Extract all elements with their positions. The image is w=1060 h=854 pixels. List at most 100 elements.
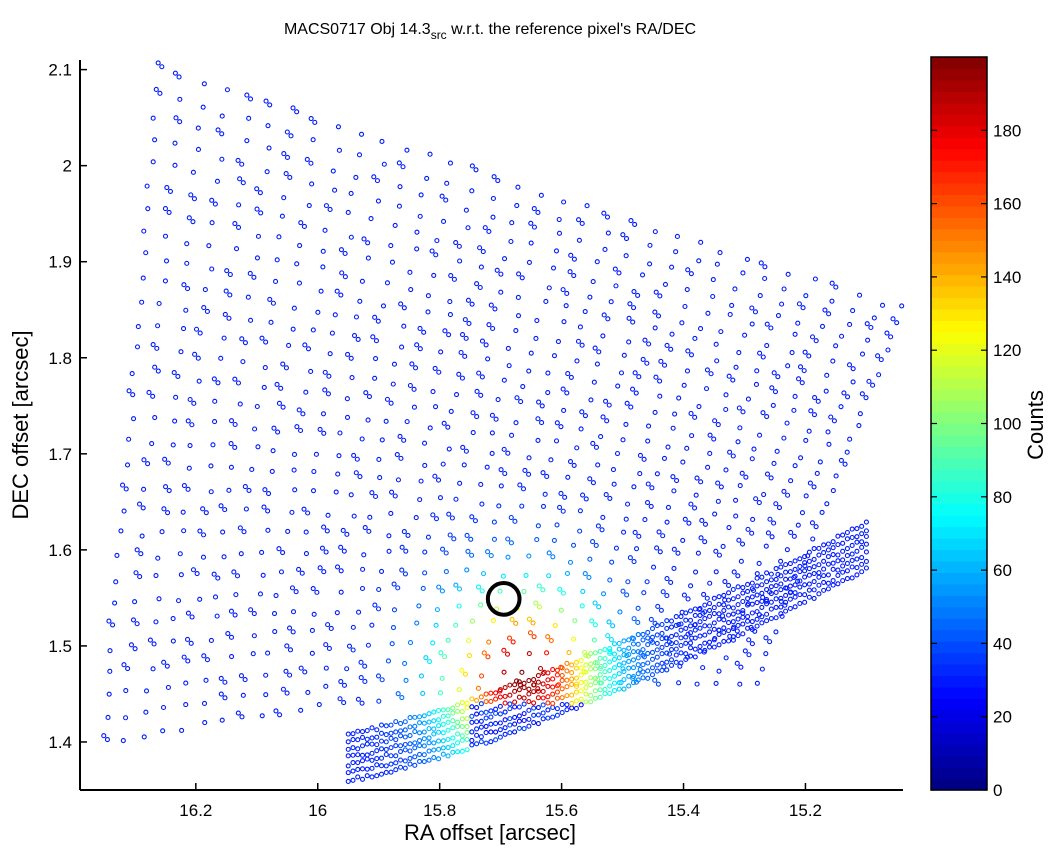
data-point bbox=[464, 747, 470, 753]
data-point bbox=[180, 509, 186, 515]
data-point bbox=[773, 604, 779, 610]
data-point bbox=[745, 396, 751, 402]
data-point bbox=[139, 533, 145, 539]
data-point bbox=[426, 748, 432, 754]
data-point bbox=[265, 650, 271, 656]
data-point bbox=[686, 520, 692, 526]
data-point bbox=[654, 471, 660, 477]
data-point bbox=[457, 258, 463, 264]
data-point bbox=[436, 707, 442, 714]
data-point bbox=[141, 486, 147, 492]
data-point bbox=[516, 687, 522, 693]
data-point bbox=[356, 609, 362, 615]
data-point bbox=[407, 269, 413, 275]
data-point bbox=[474, 705, 480, 711]
data-point bbox=[396, 160, 402, 166]
data-point bbox=[422, 462, 428, 469]
data-point bbox=[439, 193, 445, 199]
data-point bbox=[218, 503, 224, 509]
data-point bbox=[849, 564, 855, 570]
data-point bbox=[201, 532, 207, 538]
data-point bbox=[265, 527, 271, 533]
data-point bbox=[722, 579, 728, 585]
data-point bbox=[436, 717, 442, 723]
title-suffix: w.r.t. the reference pixel's RA/DEC bbox=[447, 21, 696, 38]
data-point bbox=[821, 566, 827, 572]
data-point bbox=[478, 481, 484, 488]
data-point bbox=[603, 492, 609, 498]
data-point bbox=[209, 220, 215, 226]
data-point bbox=[440, 546, 446, 552]
data-point bbox=[735, 622, 741, 629]
data-point bbox=[171, 370, 177, 376]
data-point bbox=[397, 728, 404, 734]
data-point bbox=[364, 736, 370, 742]
data-point bbox=[299, 570, 305, 576]
data-point bbox=[139, 299, 145, 305]
data-point bbox=[178, 349, 184, 355]
data-point bbox=[308, 368, 314, 375]
data-point bbox=[294, 424, 300, 430]
data-point bbox=[155, 323, 161, 329]
data-point bbox=[397, 748, 404, 755]
data-point bbox=[635, 605, 641, 611]
data-point bbox=[732, 286, 738, 292]
data-point bbox=[201, 653, 207, 659]
data-point bbox=[606, 619, 612, 625]
data-point bbox=[423, 655, 429, 661]
colorbar-step bbox=[931, 641, 987, 654]
data-point bbox=[459, 733, 465, 739]
data-point bbox=[670, 474, 676, 480]
data-point bbox=[535, 705, 541, 711]
data-point bbox=[228, 634, 235, 640]
colorbar-step bbox=[931, 664, 987, 677]
data-point bbox=[584, 203, 590, 209]
colorbar-step bbox=[931, 423, 987, 436]
data-point bbox=[409, 361, 415, 367]
data-point bbox=[484, 464, 490, 470]
data-point bbox=[840, 532, 846, 538]
data-point bbox=[647, 261, 653, 267]
data-point bbox=[608, 299, 614, 305]
data-point bbox=[494, 267, 500, 273]
data-point bbox=[395, 477, 401, 483]
data-point bbox=[884, 330, 890, 336]
data-point bbox=[424, 175, 430, 181]
data-point bbox=[554, 706, 560, 712]
data-point bbox=[631, 305, 637, 311]
data-point bbox=[784, 420, 790, 426]
data-point bbox=[323, 642, 329, 648]
data-point bbox=[407, 382, 413, 389]
colorbar-step bbox=[931, 160, 987, 173]
data-point bbox=[155, 555, 161, 561]
data-point bbox=[749, 601, 755, 607]
data-point bbox=[255, 233, 262, 239]
data-point bbox=[631, 616, 637, 622]
data-point bbox=[221, 335, 227, 341]
data-point bbox=[509, 432, 515, 438]
data-point bbox=[684, 445, 690, 451]
data-point bbox=[469, 742, 475, 748]
data-point bbox=[513, 327, 519, 334]
data-point bbox=[391, 607, 398, 613]
data-point bbox=[521, 717, 527, 724]
data-point bbox=[208, 637, 214, 644]
data-point bbox=[521, 589, 527, 595]
data-point bbox=[664, 642, 670, 648]
data-point bbox=[292, 487, 298, 493]
data-point bbox=[126, 388, 132, 394]
data-point bbox=[694, 475, 700, 481]
colorbar-label: Counts bbox=[1023, 390, 1048, 460]
data-point bbox=[369, 622, 375, 628]
data-point bbox=[668, 641, 675, 647]
data-point bbox=[759, 598, 765, 604]
data-point bbox=[859, 569, 865, 575]
data-point bbox=[844, 576, 850, 582]
data-point bbox=[578, 679, 584, 685]
data-point bbox=[749, 594, 755, 600]
colorbar-step bbox=[931, 572, 987, 585]
data-point bbox=[594, 660, 600, 666]
data-point bbox=[863, 565, 869, 571]
data-point bbox=[821, 579, 827, 585]
data-point bbox=[778, 558, 784, 564]
